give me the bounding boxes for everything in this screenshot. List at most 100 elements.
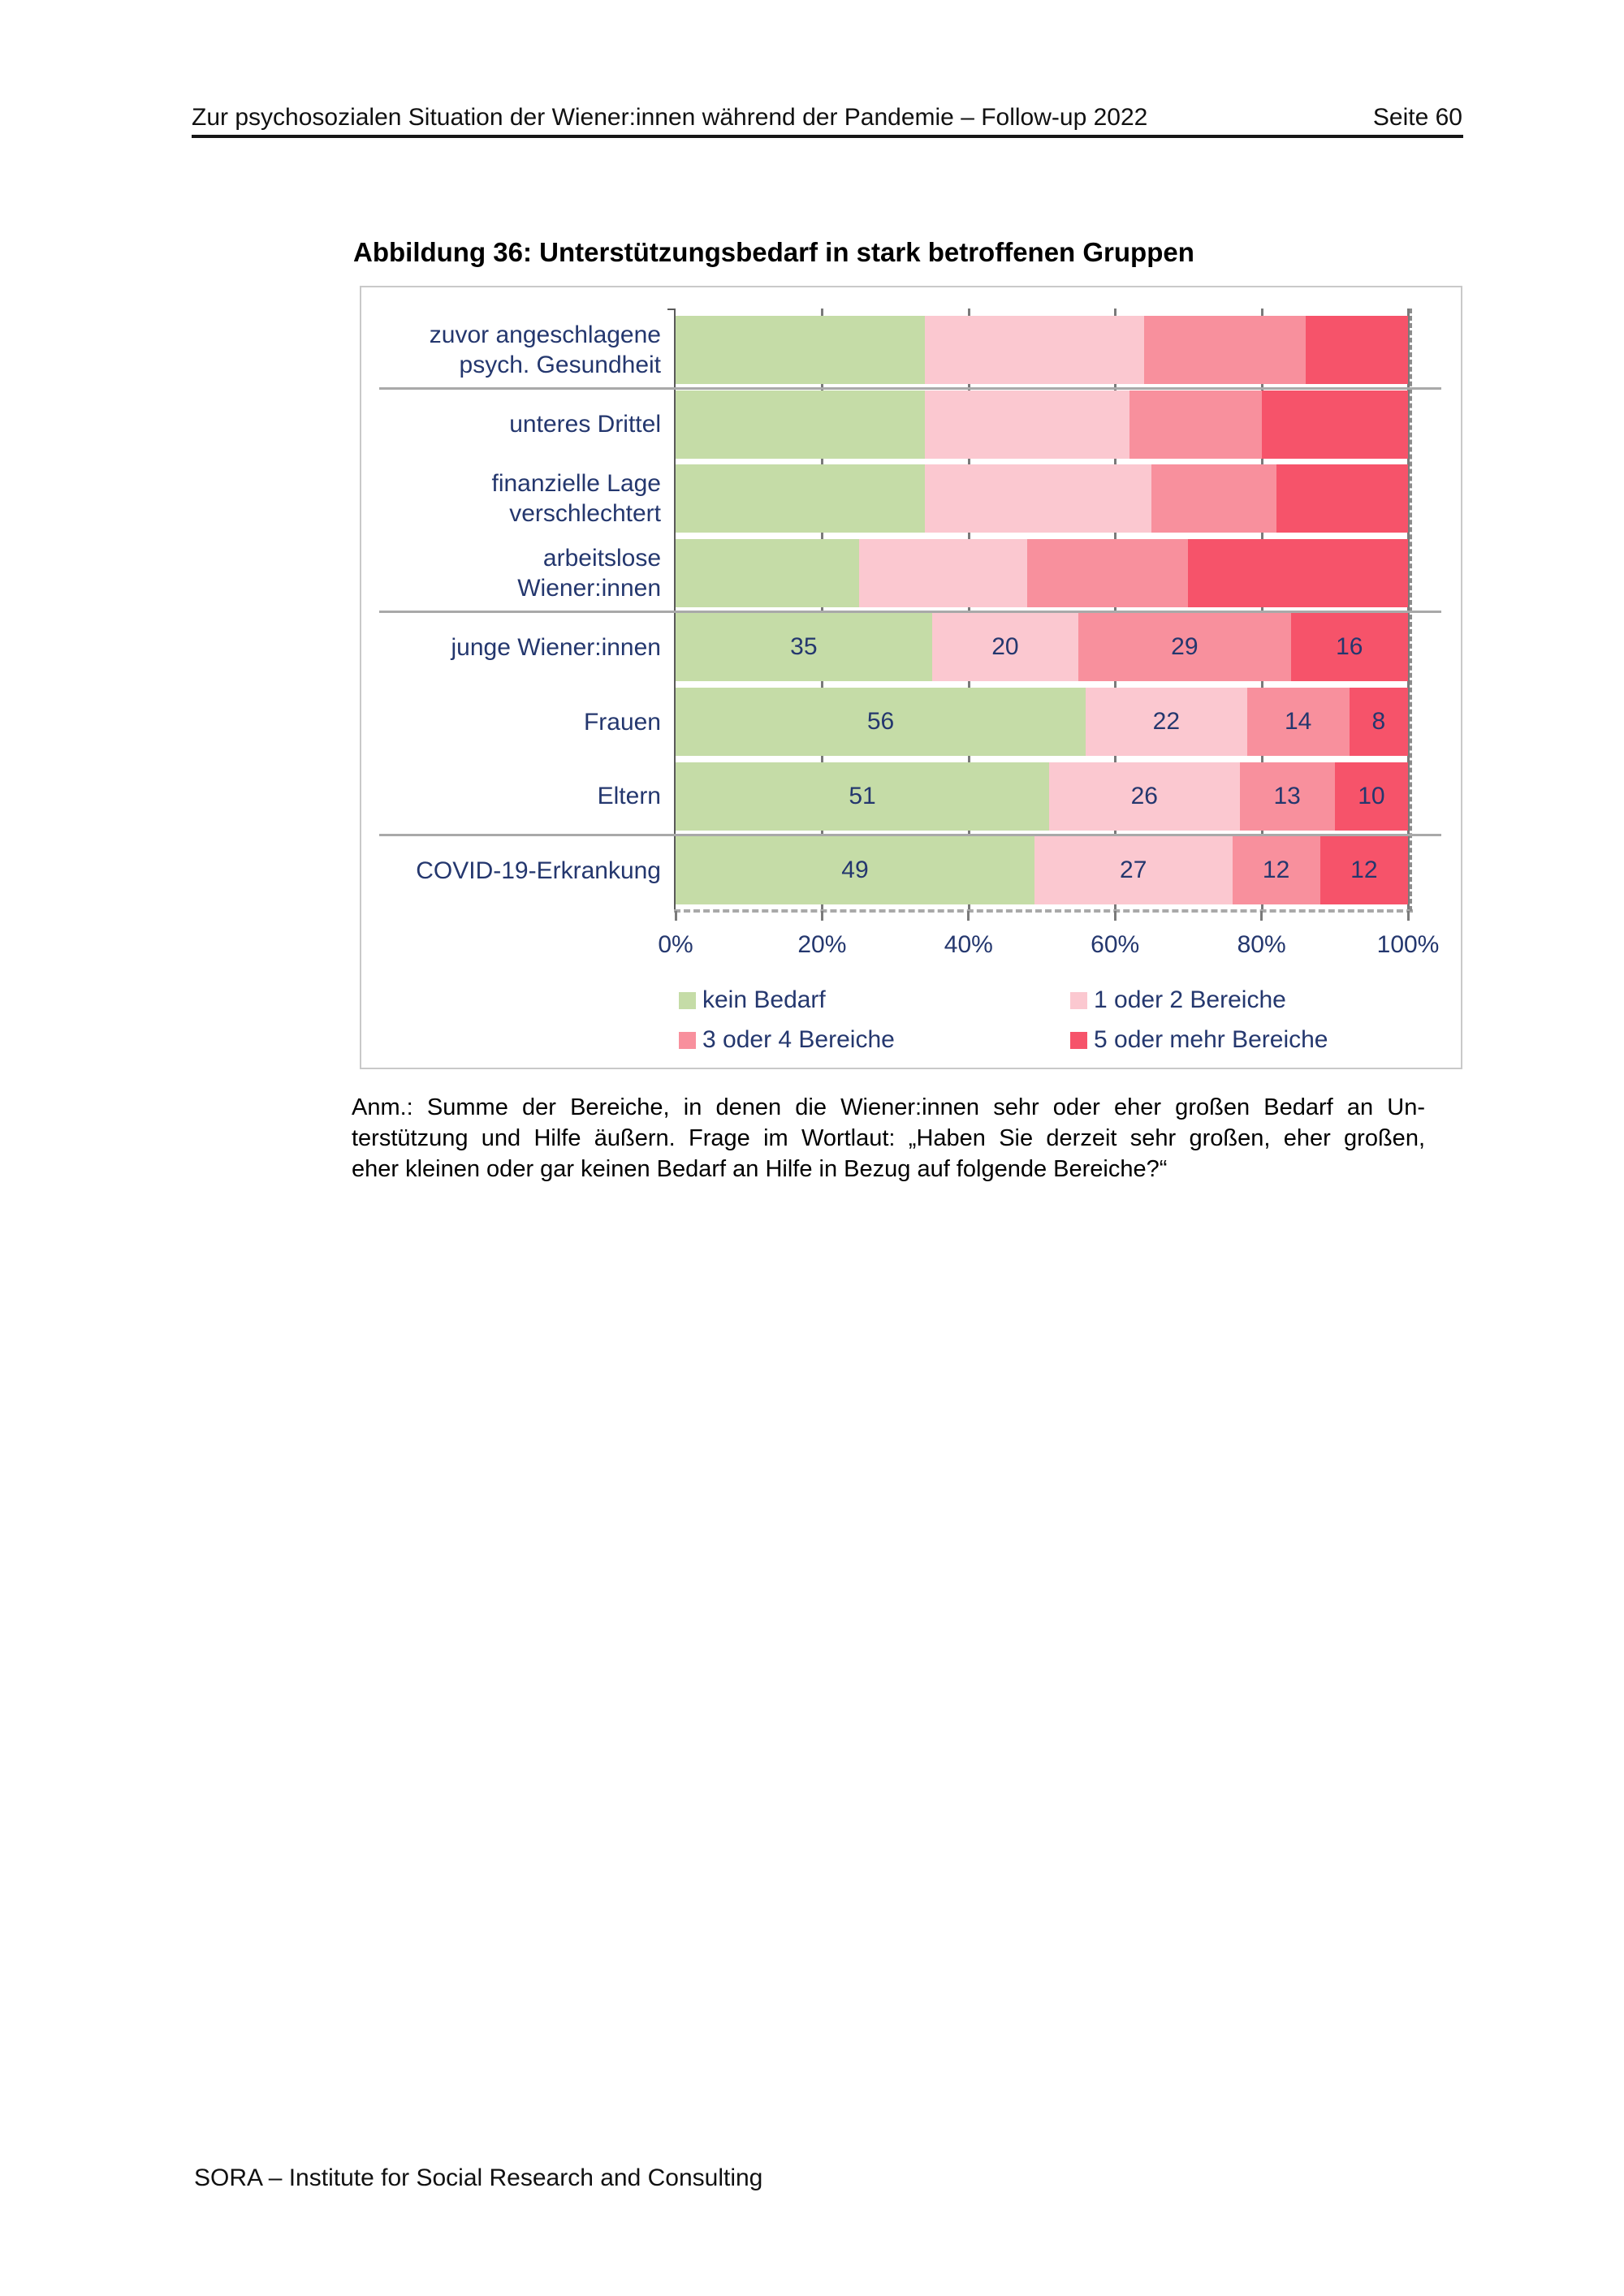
value-axis-tick-label: 100% (1376, 931, 1440, 958)
legend-label: kein Bedarf (702, 986, 826, 1013)
bar-value-label: 8 (1371, 708, 1386, 735)
category-label-line: Eltern (597, 783, 661, 810)
category-label-line: unteres Drittel (509, 411, 661, 438)
category-label: Frauen (378, 688, 661, 756)
bar-segment (1305, 316, 1408, 384)
bar-segment (1026, 538, 1189, 607)
figure-title: Abbildung 36: Unterstützungsbedarf in st… (353, 237, 1194, 267)
bar-value-label: 14 (1284, 708, 1312, 735)
bar-segment: 22 (1086, 688, 1247, 756)
bar-segment (924, 390, 1130, 459)
value-axis-tick-label: 0% (658, 931, 693, 958)
value-axis-tick (1260, 911, 1263, 921)
category-label: COVID-19-Erkrankung (378, 836, 661, 904)
bar-segment (858, 538, 1027, 607)
bar-row: 35 20 29 16 (676, 613, 1408, 682)
bar-segment: 35 (676, 613, 932, 682)
value-axis-dashed-line (674, 909, 1413, 913)
bar-value-label: 27 (1120, 857, 1147, 884)
page-header-title: Zur psychosozialen Situation der Wiener:… (192, 104, 1148, 131)
value-axis-tick-label: 60% (1091, 931, 1140, 958)
value-gridline (821, 309, 824, 911)
bar-segment (676, 464, 925, 533)
bar-value-label: 49 (841, 857, 869, 884)
legend-item: 1 oder 2 Bereiche (1070, 986, 1286, 1014)
bar-value-label: 51 (849, 782, 876, 809)
category-label: finanzielle Lage verschlechtert (378, 464, 662, 533)
category-label-line: finanzielle Lage (491, 470, 662, 498)
figure-note-line: terstützung und Hilfe äußern. Frage im W… (352, 1125, 1425, 1151)
bar-segment (924, 464, 1152, 533)
value-axis-tick-label: 20% (797, 931, 847, 958)
value-axis-tick (1113, 911, 1116, 921)
legend-label: 1 oder 2 Bereiche (1094, 986, 1286, 1013)
legend-color-swatch (679, 991, 696, 1009)
bar-segment (1261, 390, 1408, 459)
bar-segment: 8 (1349, 688, 1408, 756)
category-label-line: Wiener:innen (517, 574, 661, 602)
category-label-line: arbeitslose (542, 544, 661, 572)
figure-note: Anm.: Summe der Bereiche, in denen die W… (352, 1092, 1425, 1185)
category-label-line: Frauen (583, 708, 661, 736)
bar-segment (1129, 390, 1262, 459)
bar-segment: 56 (676, 688, 1086, 756)
plot-right-dashed-border (1410, 309, 1412, 911)
figure-note-line: eher kleinen oder gar keinen Bedarf an H… (352, 1156, 1168, 1182)
bar-segment: 49 (676, 836, 1034, 905)
category-axis-tick (667, 309, 674, 310)
bar-segment: 12 (1320, 836, 1408, 905)
bar-value-label: 22 (1152, 708, 1181, 735)
header-rule (192, 135, 1463, 138)
figure-36-chart: zuvor angeschlagene psych. Gesundheit unte… (360, 286, 1462, 1069)
bar-value-label: 16 (1336, 633, 1363, 661)
page-number: Seite 60 (1372, 104, 1462, 131)
legend-label: 3 oder 4 Bereiche (702, 1026, 895, 1053)
category-label: unteres Drittel (378, 391, 661, 459)
bar-segment (676, 538, 859, 607)
legend-label: 5 oder mehr Bereiche (1094, 1026, 1328, 1053)
bar-segment (676, 390, 925, 459)
category-label: arbeitslose Wiener:innen (378, 539, 661, 607)
bar-segment (924, 316, 1145, 384)
group-separator-line (379, 387, 1441, 390)
category-label-line: psych. Gesundheit (459, 352, 661, 378)
bar-value-label: 56 (866, 708, 895, 735)
bar-segment (676, 316, 925, 384)
bar-segment (1188, 538, 1408, 607)
group-separator-line (379, 610, 1441, 613)
bar-segment: 16 (1290, 613, 1408, 682)
category-label-line: verschlechtert (509, 500, 661, 528)
figure-note-line: Anm.: Summe der Bereiche, in denen die W… (352, 1094, 1425, 1120)
category-label-line: COVID-19-Erkrankung (416, 857, 661, 884)
bar-value-label: 29 (1171, 633, 1199, 661)
bar-row (676, 390, 1408, 459)
value-gridline (1260, 309, 1263, 911)
bar-value-label: 13 (1273, 782, 1301, 809)
category-label: Eltern (378, 762, 661, 831)
page-footer: SORA – Institute for Social Research and… (194, 2164, 763, 2191)
category-label-line: zuvor angeschlagene (429, 322, 661, 348)
value-axis-tick-label: 80% (1237, 931, 1286, 958)
bar-segment: 26 (1049, 762, 1240, 831)
bar-value-label: 35 (790, 633, 818, 661)
legend-item: 3 oder 4 Bereiche (679, 1026, 895, 1054)
bar-row (676, 316, 1408, 384)
value-gridline (1407, 309, 1410, 911)
value-axis-tick (967, 911, 970, 921)
category-label-line: junge Wiener:innen (451, 633, 661, 661)
value-axis-tick (674, 911, 677, 921)
category-axis-line (674, 309, 676, 911)
bar-segment: 29 (1078, 613, 1291, 682)
bar-value-label: 12 (1350, 857, 1378, 884)
bar-row: 56 22 14 8 (676, 688, 1408, 756)
bar-segment: 10 (1334, 762, 1408, 831)
legend-item: kein Bedarf (679, 986, 826, 1014)
legend-item: 5 oder mehr Bereiche (1070, 1026, 1328, 1054)
bar-segment: 14 (1246, 688, 1350, 756)
value-axis-tick (1406, 911, 1410, 921)
category-label: zuvor angeschlagene psych. Gesundheit (378, 316, 661, 384)
legend-color-swatch (1070, 1031, 1087, 1049)
bar-segment (1151, 464, 1276, 533)
bar-segment (1144, 316, 1306, 384)
